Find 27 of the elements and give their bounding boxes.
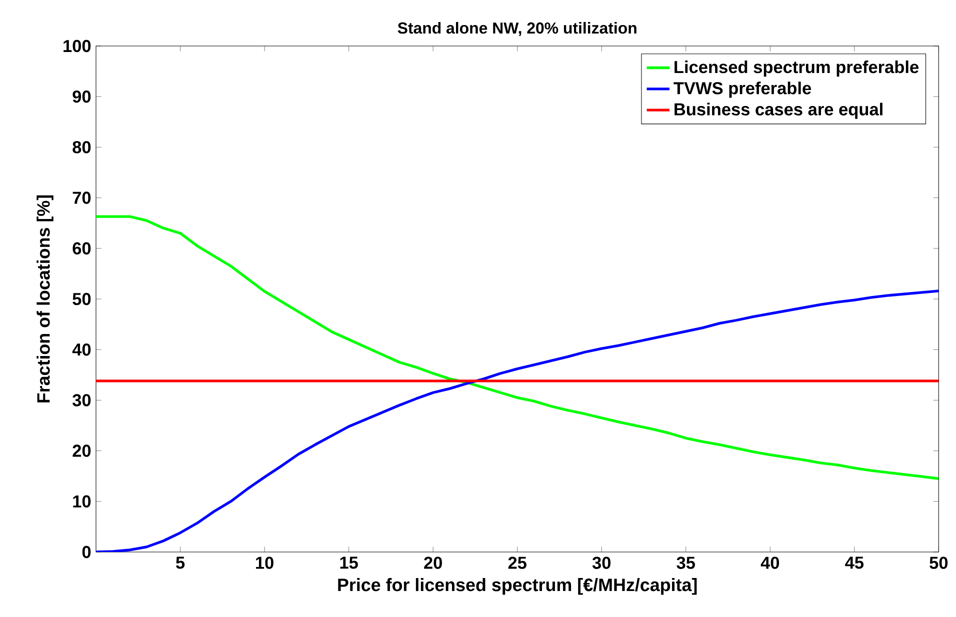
x-tick-label: 20 xyxy=(424,556,442,569)
y-tick-label: 20 xyxy=(72,444,91,457)
y-tick-label: 40 xyxy=(72,343,91,356)
x-tick-label: 5 xyxy=(176,556,185,569)
y-tick-label: 0 xyxy=(82,546,91,558)
x-tick-label: 25 xyxy=(508,556,526,569)
x-tick-label: 35 xyxy=(676,556,695,569)
chart-title: Stand alone NW, 20% utilization xyxy=(398,22,636,36)
x-tick-label: 50 xyxy=(930,556,948,569)
y-tick-label: 100 xyxy=(64,40,91,52)
x-tick-label: 40 xyxy=(760,556,780,569)
x-axis-title: Price for licensed spectrum [€/MHz/capita] xyxy=(338,578,697,595)
x-tick-label: 15 xyxy=(340,556,358,569)
y-axis-title: Fraction of locations [%] xyxy=(36,195,54,402)
x-tick-label: 45 xyxy=(845,556,864,569)
legend-label: Licensed spectrum preferable xyxy=(674,60,919,77)
x-tick-label: 10 xyxy=(256,556,274,569)
y-tick-label: 80 xyxy=(72,141,91,154)
legend-label: TVWS preferable xyxy=(674,82,812,98)
y-tick-label: 90 xyxy=(72,90,91,103)
legend-label: Business cases are equal xyxy=(674,102,882,119)
y-tick-label: 50 xyxy=(72,292,91,306)
y-tick-label: 60 xyxy=(72,242,91,255)
y-tick-label: 70 xyxy=(72,192,91,204)
y-tick-label: 30 xyxy=(72,394,91,406)
y-tick-label: 10 xyxy=(73,495,91,508)
x-tick-label: 30 xyxy=(592,556,610,569)
